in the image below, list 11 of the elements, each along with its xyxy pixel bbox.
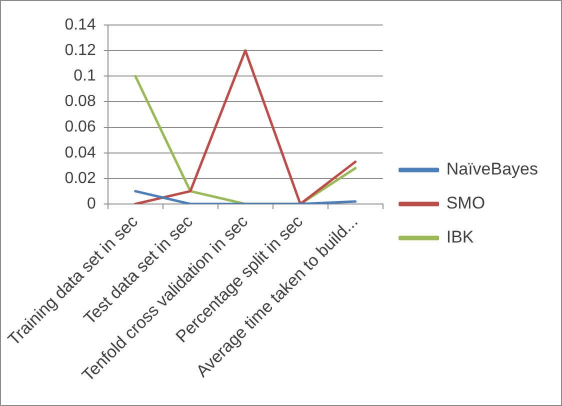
y-tick-label: 0.04 bbox=[64, 144, 96, 162]
y-tick-label: 0.14 bbox=[64, 16, 96, 34]
legend-label: IBK bbox=[446, 228, 474, 247]
legend-label: SMO bbox=[446, 194, 486, 213]
y-tick-label: 0.06 bbox=[64, 118, 96, 136]
legend-label: NaïveBayes bbox=[446, 160, 538, 179]
y-tick-label: 0 bbox=[86, 195, 96, 212]
y-tick-label: 0.08 bbox=[64, 93, 96, 110]
y-tick-label: 0.02 bbox=[64, 170, 96, 187]
y-tick-label: 0.1 bbox=[74, 68, 96, 85]
y-tick-label: 0.12 bbox=[64, 42, 96, 59]
